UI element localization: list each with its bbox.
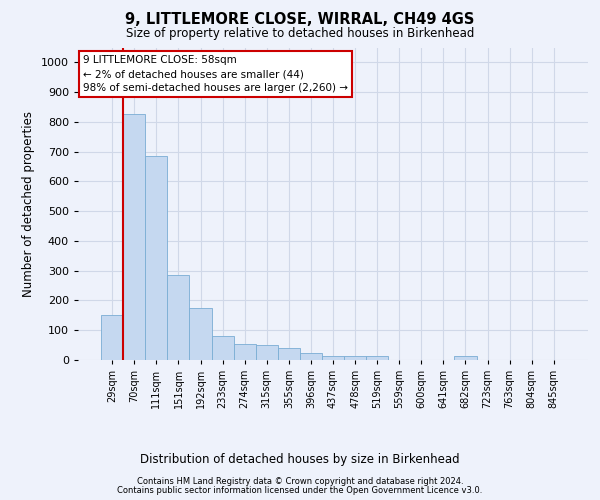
Bar: [366, 356, 388, 360]
Bar: [190, 308, 212, 360]
Text: Contains public sector information licensed under the Open Government Licence v3: Contains public sector information licen…: [118, 486, 482, 495]
Bar: [167, 275, 190, 360]
Bar: [101, 316, 123, 360]
Bar: [123, 114, 145, 360]
Text: 9, LITTLEMORE CLOSE, WIRRAL, CH49 4GS: 9, LITTLEMORE CLOSE, WIRRAL, CH49 4GS: [125, 12, 475, 28]
Bar: [233, 344, 256, 360]
Bar: [300, 354, 322, 360]
Bar: [344, 356, 366, 360]
Bar: [256, 345, 278, 360]
Bar: [322, 356, 344, 360]
Text: Size of property relative to detached houses in Birkenhead: Size of property relative to detached ho…: [126, 28, 474, 40]
Text: Contains HM Land Registry data © Crown copyright and database right 2024.: Contains HM Land Registry data © Crown c…: [137, 477, 463, 486]
Text: 9 LITTLEMORE CLOSE: 58sqm
← 2% of detached houses are smaller (44)
98% of semi-d: 9 LITTLEMORE CLOSE: 58sqm ← 2% of detach…: [83, 56, 348, 94]
Bar: [212, 336, 233, 360]
Text: Distribution of detached houses by size in Birkenhead: Distribution of detached houses by size …: [140, 452, 460, 466]
Y-axis label: Number of detached properties: Number of detached properties: [22, 111, 35, 296]
Bar: [278, 348, 300, 360]
Bar: [454, 356, 476, 360]
Bar: [145, 156, 167, 360]
